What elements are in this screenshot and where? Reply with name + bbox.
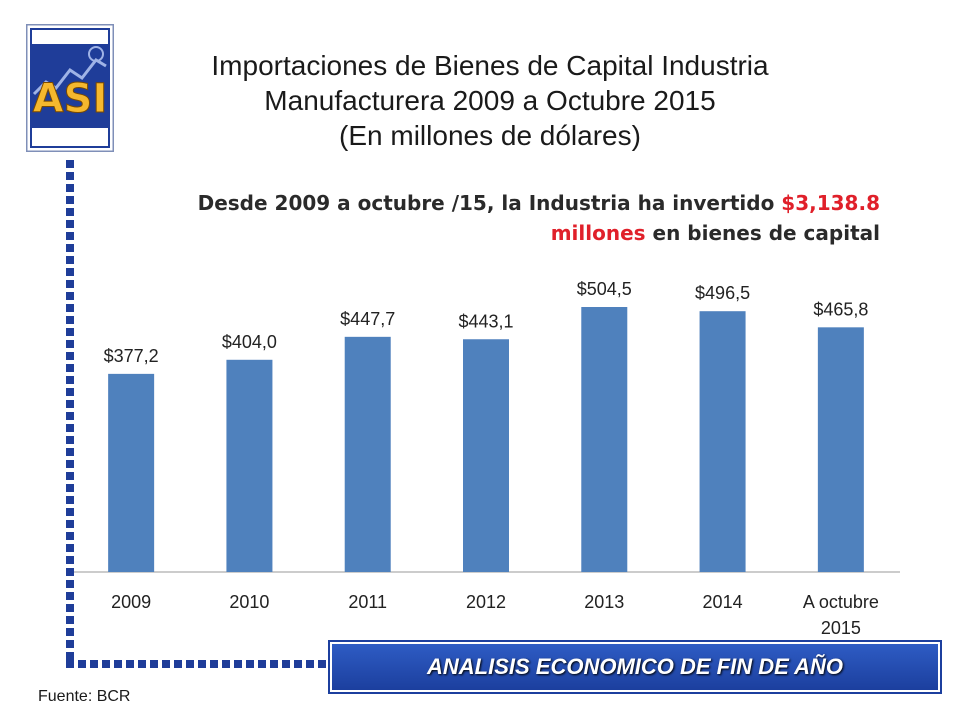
data-label-3: $443,1 xyxy=(458,311,513,331)
title-line-1: Importaciones de Bienes de Capital Indus… xyxy=(211,50,769,81)
bar-1 xyxy=(226,359,273,572)
dotted-frame-horizontal xyxy=(66,660,330,668)
highlight-suffix: en bienes de capital xyxy=(645,221,880,245)
bar-6 xyxy=(817,327,864,572)
data-label-5: $496,5 xyxy=(695,283,750,303)
x-tick-label-3: 2012 xyxy=(466,592,506,612)
data-label-4: $504,5 xyxy=(577,279,632,299)
data-label-1: $404,0 xyxy=(222,332,277,352)
x-tick-label-1: 2010 xyxy=(229,592,269,612)
x-tick-label-4: 2013 xyxy=(584,592,624,612)
chart-title: Importaciones de Bienes de Capital Indus… xyxy=(140,48,840,153)
investment-highlight: Desde 2009 a octubre /15, la Industria h… xyxy=(120,188,880,248)
x-tick-label-5: 2014 xyxy=(703,592,743,612)
logo-letters: ASI xyxy=(33,76,108,122)
highlight-amount: $3,138.8 xyxy=(781,191,880,215)
dotted-frame-vertical xyxy=(66,160,74,668)
data-label-0: $377,2 xyxy=(104,346,159,366)
x-tick-label-6: A octubre 2015 xyxy=(803,592,879,638)
asi-logo: ASI xyxy=(26,24,114,152)
highlight-unit: millones xyxy=(550,221,646,245)
bar-2 xyxy=(344,336,391,572)
source-note: Fuente: BCR xyxy=(38,688,131,705)
title-line-2: Manufacturera 2009 a Octubre 2015 xyxy=(264,85,716,116)
analysis-banner: ANALISIS ECONOMICO DE FIN DE AÑO xyxy=(328,640,942,694)
banner-label: ANALISIS ECONOMICO DE FIN DE AÑO xyxy=(427,654,843,679)
bar-4 xyxy=(581,307,628,572)
bar-5 xyxy=(699,311,746,572)
data-label-2: $447,7 xyxy=(340,309,395,329)
x-tick-label-2: 2011 xyxy=(348,592,387,612)
bar-3 xyxy=(463,339,509,572)
title-line-3: (En millones de dólares) xyxy=(339,120,641,151)
data-label-6: $465,8 xyxy=(813,299,868,319)
highlight-prefix: Desde 2009 a octubre /15, la Industria h… xyxy=(197,191,782,215)
bar-0 xyxy=(108,373,155,572)
x-tick-label-0: 2009 xyxy=(111,592,151,612)
